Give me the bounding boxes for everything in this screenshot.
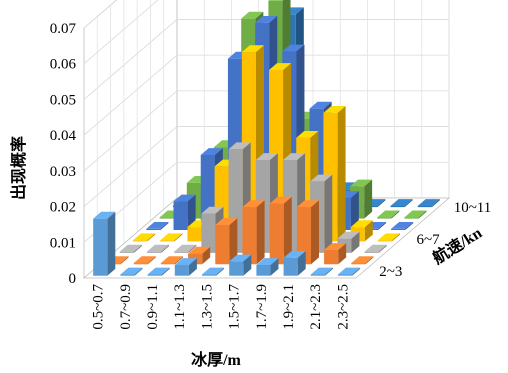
bar [93,211,116,276]
y-tick-label: 0.03 [50,164,76,180]
bar [160,233,183,242]
bar [146,244,170,253]
x-tick-label: 1.9~2.1 [281,284,297,330]
x-tick-label: 1.7~1.9 [254,284,270,330]
y-tick-label: 0.06 [50,57,77,73]
x-tick-label: 2.3~2.5 [335,284,351,330]
bar [324,243,347,265]
bar [119,244,142,253]
bar [377,233,400,242]
y-tick-labels: 0 0.01 0.02 0.03 0.04 0.05 0.06 0.07 [50,21,77,287]
bar [133,233,156,242]
bar [337,267,361,276]
bar [133,256,156,265]
bar [160,256,183,265]
x-tick-label: 1.5~1.7 [227,284,243,330]
x-tick-label: 0.9~1.1 [145,284,161,330]
x-tick-label: 1.3~1.5 [199,284,215,330]
x-axis-label: 冰厚/m [191,350,241,369]
bar [229,254,252,276]
bar [351,256,374,265]
bar [283,251,306,276]
gridline-h [83,0,118,29]
z-tick-label: 10~11 [454,200,492,216]
bar [242,200,265,265]
gridline-h [83,90,449,172]
bar [310,267,333,276]
bar [173,194,196,230]
z-tick-label: 6~7 [417,232,441,248]
z-tick-labels: 2~3 6~7 10~11 [379,200,491,280]
bar [296,200,319,265]
y-axis-label: 出现概率 [9,136,28,200]
bar [417,199,440,208]
x-tick-label: 1.1~1.3 [172,284,188,330]
y-tick-label: 0.01 [50,235,76,251]
y-tick-label: 0.05 [50,92,76,108]
bar [364,244,387,253]
gridline-h [83,54,449,136]
bar [120,267,143,276]
y-tick-label: 0.02 [50,200,76,216]
x-tick-label: 2.1~2.3 [308,284,324,330]
bar [146,221,169,230]
x-tick-label: 0.5~0.7 [91,284,107,330]
bar [201,267,225,276]
bar [215,218,238,265]
chart-bars [93,0,440,276]
y-tick-label: 0.04 [50,128,77,144]
bar [174,244,197,253]
bar [147,267,170,276]
y-tick-label: 0 [69,271,77,287]
bar [404,210,427,219]
bar [390,199,413,208]
bar [174,258,197,276]
bar [269,196,292,265]
x-tick-label: 0.7~0.9 [118,284,134,330]
bar [391,221,414,230]
bar [256,258,279,276]
z-tick-label: 2~3 [379,264,402,280]
bar [377,210,400,219]
gridline-h [83,126,449,207]
y-tick-label: 0.07 [50,21,77,37]
gridline-h [83,0,159,65]
x-tick-labels: 0.5~0.7 0.7~0.9 0.9~1.1 1.1~1.3 1.3~1.5 1.5~1… [91,284,352,330]
gridline-h [83,19,449,100]
